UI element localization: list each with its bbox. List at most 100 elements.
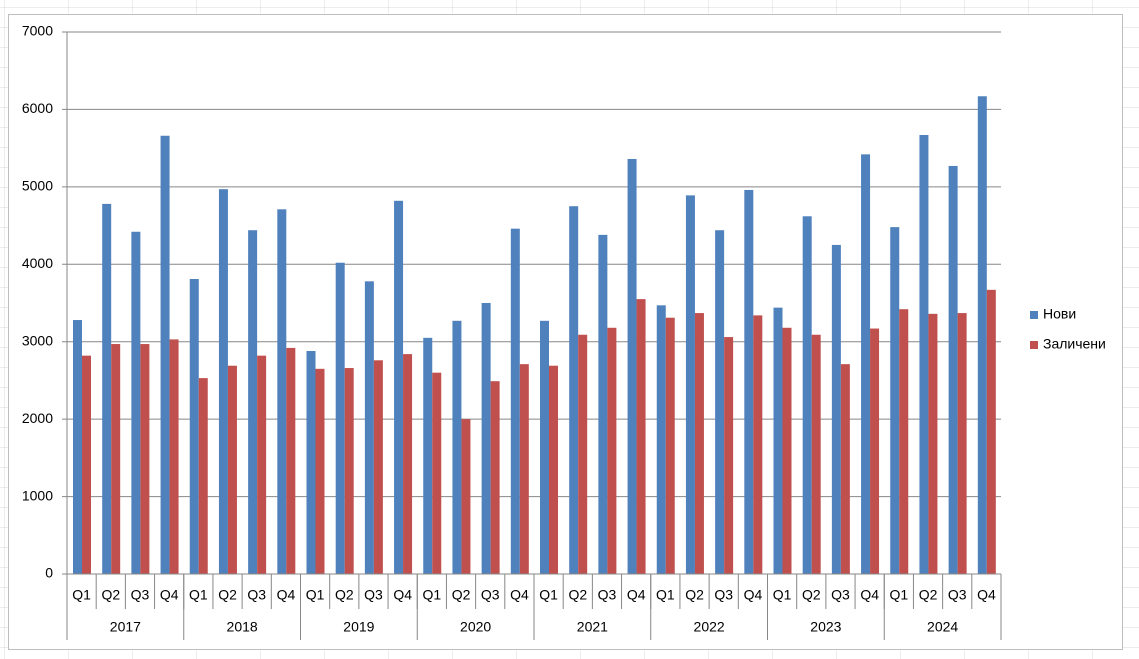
x-tick-label: Q4 [393, 587, 412, 603]
bar [248, 230, 258, 574]
legend-swatch [1030, 311, 1038, 319]
bar [403, 354, 413, 574]
x-tick-label: Q2 [802, 587, 821, 603]
bar [811, 334, 821, 574]
x-tick-label: Q4 [160, 587, 179, 603]
bar [490, 381, 500, 574]
x-tick-label: Q2 [919, 587, 938, 603]
bar [257, 355, 267, 574]
bar [665, 317, 675, 574]
x-tick-label: Q1 [306, 587, 325, 603]
bar [569, 206, 579, 574]
x-tick-label: Q4 [744, 587, 763, 603]
legend-label: Нови [1043, 306, 1076, 322]
legend-label: Заличени [1043, 336, 1106, 352]
bar [549, 365, 558, 574]
bar [986, 289, 996, 574]
bar [957, 313, 967, 574]
group-label: 2021 [577, 619, 608, 635]
bar [948, 165, 958, 575]
x-tick-label: Q4 [510, 587, 529, 603]
x-tick-label: Q1 [656, 587, 675, 603]
x-tick-label: Q2 [218, 587, 237, 603]
bar [656, 305, 666, 574]
x-tick-label: Q4 [277, 587, 296, 603]
x-tick-label: Q1 [423, 587, 442, 603]
x-tick-label: Q3 [364, 587, 383, 603]
y-tick-label: 3000 [22, 332, 53, 348]
bar [481, 303, 491, 574]
x-tick-label: Q1 [539, 587, 558, 603]
bar [607, 327, 617, 574]
x-tick-label: Q2 [101, 587, 120, 603]
bar [685, 195, 695, 575]
bar [861, 154, 871, 574]
y-tick-label: 2000 [22, 410, 53, 426]
bar [744, 189, 754, 574]
bar [627, 158, 637, 575]
x-tick-label: Q3 [481, 587, 500, 603]
x-tick-label: Q3 [247, 587, 266, 603]
bar [218, 189, 228, 574]
group-label: 2019 [343, 619, 374, 635]
bar [870, 328, 880, 574]
y-tick-label: 5000 [22, 178, 53, 194]
bar [394, 200, 404, 574]
y-tick-label: 6000 [22, 100, 53, 116]
bar [694, 313, 704, 574]
bar [928, 313, 938, 574]
bar [899, 309, 909, 574]
y-tick-label: 0 [45, 565, 53, 581]
bar [373, 360, 383, 574]
bar [753, 315, 763, 574]
x-tick-label: Q3 [831, 587, 850, 603]
bar [540, 320, 549, 574]
bar [977, 96, 987, 574]
y-tick-label: 7000 [22, 23, 53, 39]
x-tick-label: Q1 [189, 587, 208, 603]
group-label: 2017 [110, 619, 141, 635]
group-label: 2022 [694, 619, 725, 635]
x-tick-label: Q4 [860, 587, 879, 603]
bar [715, 230, 725, 574]
x-tick-label: Q3 [948, 587, 967, 603]
bar [286, 347, 296, 574]
x-tick-label: Q1 [773, 587, 792, 603]
x-tick-label: Q2 [335, 587, 354, 603]
group-label: 2024 [927, 619, 958, 635]
bar [598, 234, 608, 574]
bar [782, 327, 792, 574]
bar [423, 337, 433, 574]
bar [102, 203, 112, 575]
bar [831, 244, 841, 574]
bar [840, 364, 850, 574]
bar [198, 378, 208, 574]
y-tick-label: 4000 [22, 255, 53, 271]
x-tick-label: Q3 [714, 587, 733, 603]
bar [461, 419, 471, 574]
legend-swatch [1030, 341, 1038, 349]
y-tick-label: 1000 [22, 487, 53, 503]
bar [73, 320, 82, 574]
bar [890, 227, 900, 574]
bar [578, 334, 588, 574]
bar [773, 307, 783, 574]
bar [452, 320, 462, 574]
bar [802, 216, 812, 574]
x-tick-label: Q3 [598, 587, 617, 603]
bar [227, 365, 237, 574]
bar [432, 372, 442, 574]
x-tick-label: Q3 [131, 587, 150, 603]
bar [335, 262, 345, 574]
bar [111, 344, 121, 574]
x-tick-label: Q1 [890, 587, 909, 603]
bar [169, 339, 179, 574]
bar [364, 281, 374, 574]
x-tick-label: Q2 [685, 587, 704, 603]
x-tick-label: Q4 [977, 587, 996, 603]
bar [306, 351, 316, 574]
bar [724, 337, 734, 574]
bar [519, 364, 529, 574]
x-tick-label: Q1 [72, 587, 91, 603]
